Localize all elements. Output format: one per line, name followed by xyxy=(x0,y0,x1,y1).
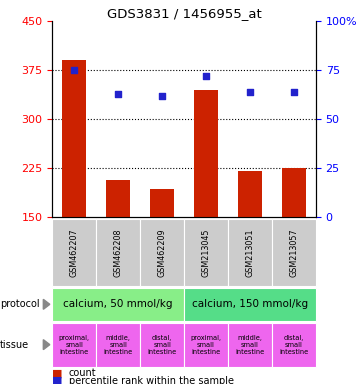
Text: ■: ■ xyxy=(52,368,63,378)
Bar xyxy=(238,171,262,217)
Text: tissue: tissue xyxy=(0,339,29,350)
Text: proximal,
small
intestine: proximal, small intestine xyxy=(191,334,222,355)
Text: GSM213045: GSM213045 xyxy=(201,228,210,277)
Point xyxy=(291,89,297,95)
Point xyxy=(247,89,253,95)
Text: percentile rank within the sample: percentile rank within the sample xyxy=(69,376,234,384)
Text: middle,
small
intestine: middle, small intestine xyxy=(235,334,265,355)
Point xyxy=(203,73,209,79)
Text: calcium, 50 mmol/kg: calcium, 50 mmol/kg xyxy=(64,299,173,310)
Bar xyxy=(194,90,218,217)
Bar xyxy=(106,180,130,217)
Text: GSM462207: GSM462207 xyxy=(70,228,79,277)
Text: distal,
small
intestine: distal, small intestine xyxy=(148,334,177,355)
Point xyxy=(159,93,165,99)
Text: protocol: protocol xyxy=(0,299,40,310)
Text: count: count xyxy=(69,368,96,378)
Bar xyxy=(150,189,174,217)
Title: GDS3831 / 1456955_at: GDS3831 / 1456955_at xyxy=(107,7,261,20)
Point xyxy=(115,91,121,97)
Text: middle,
small
intestine: middle, small intestine xyxy=(104,334,133,355)
Text: GSM213051: GSM213051 xyxy=(245,228,255,277)
Text: proximal,
small
intestine: proximal, small intestine xyxy=(59,334,90,355)
Bar xyxy=(62,60,86,217)
Text: GSM462209: GSM462209 xyxy=(158,228,167,277)
Text: distal,
small
intestine: distal, small intestine xyxy=(279,334,309,355)
Text: ■: ■ xyxy=(52,376,63,384)
Point xyxy=(71,67,77,73)
Bar xyxy=(282,168,306,217)
Text: GSM213057: GSM213057 xyxy=(290,228,299,277)
Text: GSM462208: GSM462208 xyxy=(114,228,123,277)
Text: calcium, 150 mmol/kg: calcium, 150 mmol/kg xyxy=(192,299,308,310)
